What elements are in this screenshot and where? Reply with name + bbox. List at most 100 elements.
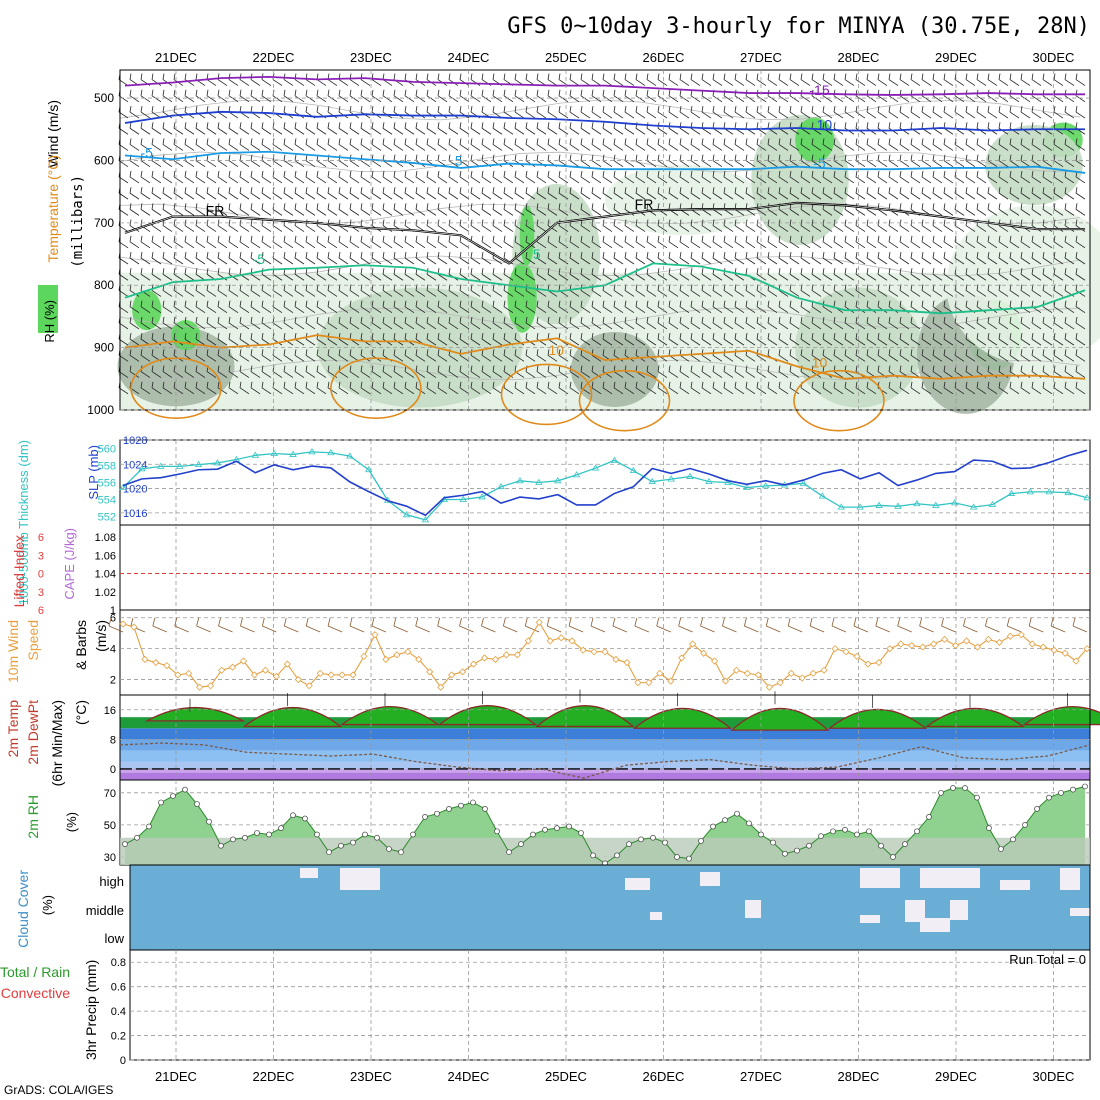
upper-wind-barb-staff [624, 79, 635, 86]
upper-wind-barb [756, 170, 767, 184]
upper-wind-barb-flag [360, 300, 363, 307]
upper-wind-barb-flag [162, 300, 165, 307]
upper-wind-barb-flag [459, 138, 462, 145]
upper-wind-barb-staff [624, 127, 635, 135]
upper-wind-barb-flag [591, 365, 594, 372]
upper-wind-barb-flag [305, 365, 308, 372]
upper-wind-barb-flag [547, 365, 550, 372]
upper-wind-barb [140, 251, 151, 265]
upper-wind-barb [558, 300, 569, 314]
upper-wind-barb [294, 89, 305, 103]
upper-wind-barb [734, 300, 745, 314]
upper-wind-barb-flag [360, 349, 363, 356]
upper-wind-barb-flag [657, 365, 660, 372]
upper-wind-barb [338, 89, 349, 103]
upper-wind-barb-staff [668, 306, 679, 314]
upper-wind-barb-staff [338, 371, 349, 378]
upper-wind-barb-flag [404, 284, 407, 291]
upper-wind-barb-staff [712, 257, 723, 265]
upper-wind-barb-flag [250, 251, 253, 259]
upper-wind-barb [426, 187, 437, 200]
upper-wind-barb [437, 187, 448, 200]
upper-wind-barb-flag [481, 333, 484, 340]
upper-wind-barb-flag [393, 170, 396, 177]
upper-wind-barb-flag [195, 219, 198, 226]
upper-wind-barb [723, 89, 734, 103]
upper-wind-barb-staff [228, 127, 239, 135]
upper-wind-barb [228, 251, 239, 265]
upper-wind-barb [283, 89, 294, 103]
upper-wind-barb [437, 235, 448, 249]
upper-wind-barb-staff [327, 95, 338, 103]
upper-wind-barb-flag [470, 251, 473, 259]
upper-wind-barb-flag [338, 235, 341, 242]
upper-wind-barb-flag [492, 381, 495, 388]
upper-wind-barb [228, 300, 239, 314]
upper-wind-barb-flag [602, 138, 605, 145]
upper-wind-barb [646, 105, 657, 119]
upper-wind-barb [250, 235, 261, 249]
upper-wind-barb-staff [316, 257, 327, 265]
upper-wind-barb-flag [316, 170, 319, 177]
upper-wind-barb-flag [756, 349, 759, 356]
upper-wind-barb-flag [338, 251, 341, 259]
upper-wind-barb-flag [327, 89, 330, 96]
upper-wind-barb-flag [558, 138, 561, 145]
upper-wind-barb [393, 122, 404, 135]
upper-wind-barb-staff [635, 322, 646, 330]
upper-wind-barb-flag [382, 203, 385, 210]
upper-wind-barb [481, 333, 492, 346]
upper-wind-barb-staff [173, 127, 184, 135]
upper-wind-barb-staff [250, 192, 261, 200]
upper-wind-barb-staff [745, 225, 756, 232]
upper-wind-barb-staff [371, 127, 382, 135]
upper-wind-barb [723, 154, 734, 168]
upper-wind-barb [426, 138, 437, 151]
upper-wind-barb-flag [734, 219, 737, 226]
upper-wind-barb [701, 381, 712, 395]
upper-wind-barb-flag [536, 138, 539, 145]
upper-wind-barb-flag [129, 105, 132, 113]
upper-wind-barb-staff [195, 127, 206, 135]
upper-wind-barb-staff [140, 127, 151, 135]
upper-wind-barb [316, 89, 327, 103]
upper-wind-barb [162, 89, 173, 103]
upper-wind-barb [360, 300, 371, 314]
upper-wind-barb-staff [327, 322, 338, 330]
upper-wind-barb-flag [404, 89, 407, 96]
upper-wind-barb-staff [305, 192, 316, 200]
upper-wind-barb-staff [712, 338, 723, 346]
upper-wind-barb-staff [525, 192, 536, 200]
upper-wind-barb-flag [327, 316, 330, 323]
upper-wind-barb-staff [349, 144, 360, 151]
upper-wind-barb-staff [382, 257, 393, 265]
upper-wind-barb-flag [756, 316, 759, 323]
upper-wind-barb-flag [162, 381, 165, 388]
upper-wind-barb-flag [591, 203, 594, 210]
upper-wind-barb-staff [151, 95, 162, 103]
upper-wind-barb-flag [514, 105, 517, 113]
upper-wind-barb-flag [525, 89, 528, 96]
upper-wind-barb [503, 316, 514, 330]
upper-wind-barb [426, 89, 437, 103]
upper-wind-barb-staff [195, 257, 206, 265]
upper-wind-barb-staff [294, 290, 305, 297]
upper-wind-barb-flag [536, 316, 539, 323]
upper-wind-barb [657, 300, 668, 314]
upper-wind-barb [591, 105, 602, 119]
upper-wind-barb-staff [569, 144, 580, 151]
upper-wind-barb-staff [492, 338, 503, 346]
upper-wind-barb [294, 235, 305, 249]
upper-wind-barb [668, 316, 679, 330]
upper-wind-barb-staff [437, 257, 448, 265]
upper-wind-barb-staff [272, 290, 283, 297]
upper-wind-barb [448, 381, 459, 395]
upper-wind-barb [756, 349, 767, 362]
upper-wind-barb-flag [613, 349, 616, 356]
upper-wind-barb-flag [635, 89, 638, 96]
upper-wind-barb-flag [613, 316, 616, 323]
upper-wind-barb-staff [580, 322, 591, 330]
upper-wind-barb-flag [338, 105, 341, 113]
upper-wind-barb [206, 300, 217, 314]
upper-wind-barb-staff [569, 371, 580, 378]
